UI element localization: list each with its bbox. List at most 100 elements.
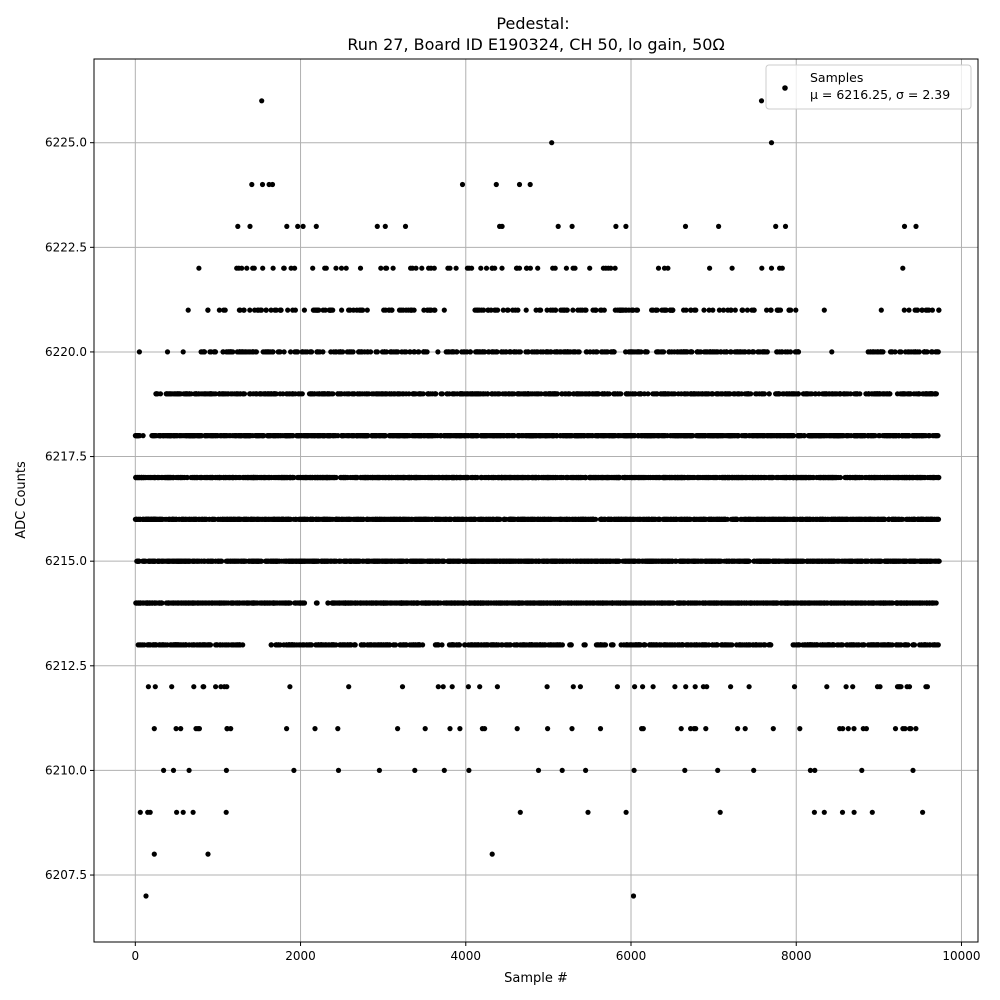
sample-point bbox=[405, 600, 411, 606]
sample-point bbox=[358, 642, 364, 648]
sample-point bbox=[703, 642, 709, 648]
sample-point bbox=[312, 726, 318, 732]
sample-point bbox=[368, 642, 374, 648]
sample-point bbox=[176, 600, 182, 606]
sample-point bbox=[186, 767, 192, 774]
sample-point bbox=[200, 684, 206, 690]
sample-point bbox=[824, 642, 831, 648]
sample-point bbox=[494, 684, 500, 690]
sample-point bbox=[143, 600, 149, 606]
sample-point bbox=[771, 600, 777, 606]
sample-point bbox=[598, 516, 604, 522]
sample-point bbox=[308, 642, 315, 648]
sample-point bbox=[263, 558, 269, 564]
sample-point bbox=[633, 516, 639, 522]
sample-point bbox=[529, 642, 535, 648]
sample-point bbox=[447, 726, 453, 732]
sample-point bbox=[179, 516, 185, 522]
sample-point bbox=[346, 684, 352, 690]
sample-point bbox=[166, 558, 172, 564]
sample-point bbox=[764, 600, 771, 606]
sample-point bbox=[688, 558, 694, 564]
sample-point bbox=[877, 684, 883, 690]
sample-point bbox=[292, 642, 298, 648]
sample-point bbox=[212, 558, 218, 564]
sample-point bbox=[696, 642, 702, 648]
sample-point bbox=[414, 642, 420, 648]
sample-point bbox=[897, 642, 903, 648]
sample-point bbox=[621, 642, 627, 648]
sample-point bbox=[135, 558, 141, 564]
sample-point bbox=[829, 558, 835, 564]
sample-point bbox=[169, 600, 175, 606]
sample-point bbox=[157, 642, 163, 648]
sample-point bbox=[650, 684, 656, 690]
sample-point bbox=[927, 642, 933, 648]
sample-point bbox=[632, 642, 638, 648]
sample-point bbox=[152, 684, 158, 690]
sample-point bbox=[682, 767, 688, 774]
sample-point bbox=[248, 516, 254, 522]
sample-point bbox=[851, 726, 857, 732]
sample-point bbox=[274, 558, 280, 564]
sample-point bbox=[881, 516, 887, 522]
sample-point bbox=[490, 516, 496, 522]
sample-point bbox=[575, 516, 582, 522]
sample-point bbox=[561, 600, 567, 606]
sample-point bbox=[235, 516, 241, 522]
sample-point bbox=[451, 516, 458, 522]
sample-point bbox=[628, 558, 635, 564]
sample-point bbox=[545, 642, 552, 648]
sample-point bbox=[479, 726, 485, 732]
sample-point bbox=[691, 726, 697, 732]
sample-point bbox=[567, 642, 573, 648]
sample-point bbox=[746, 684, 752, 690]
sample-point bbox=[544, 516, 550, 522]
sample-point bbox=[782, 516, 788, 522]
sample-point bbox=[322, 558, 328, 564]
sample-point bbox=[672, 684, 678, 690]
sample-point bbox=[766, 558, 772, 564]
sample-point bbox=[787, 516, 793, 522]
sample-point bbox=[404, 558, 410, 564]
sample-point bbox=[410, 642, 417, 648]
sample-point bbox=[521, 558, 527, 564]
sample-point bbox=[513, 558, 519, 564]
sample-point bbox=[798, 516, 804, 522]
sample-point bbox=[206, 642, 212, 648]
sample-point bbox=[259, 516, 265, 522]
sample-point bbox=[849, 516, 855, 522]
sample-point bbox=[795, 558, 801, 564]
sample-point bbox=[503, 600, 510, 606]
sample-point bbox=[313, 516, 319, 522]
sample-point bbox=[400, 642, 407, 648]
sample-point bbox=[302, 558, 309, 564]
sample-point bbox=[672, 642, 678, 648]
sample-point bbox=[213, 684, 219, 690]
sample-point bbox=[329, 600, 335, 606]
sample-point bbox=[902, 726, 908, 732]
sample-point bbox=[736, 558, 743, 564]
sample-point bbox=[615, 600, 621, 606]
sample-point bbox=[683, 684, 689, 690]
sample-point bbox=[463, 558, 469, 564]
sample-point bbox=[597, 726, 604, 732]
sample-point bbox=[884, 642, 891, 648]
sample-point bbox=[190, 516, 197, 522]
sample-point bbox=[388, 516, 395, 522]
sample-point bbox=[646, 600, 652, 606]
sample-point bbox=[644, 558, 650, 564]
sample-point bbox=[557, 642, 563, 648]
sample-point bbox=[770, 516, 776, 522]
sample-point bbox=[632, 684, 638, 690]
sample-point bbox=[335, 767, 342, 774]
sample-point bbox=[234, 642, 240, 648]
sample-point bbox=[514, 726, 520, 732]
sample-point bbox=[193, 726, 199, 732]
sample-point bbox=[302, 516, 308, 522]
sample-point bbox=[352, 558, 359, 564]
sample-point bbox=[378, 642, 384, 648]
sample-point bbox=[863, 558, 869, 564]
sample-point bbox=[850, 684, 856, 690]
sample-point bbox=[139, 558, 146, 564]
